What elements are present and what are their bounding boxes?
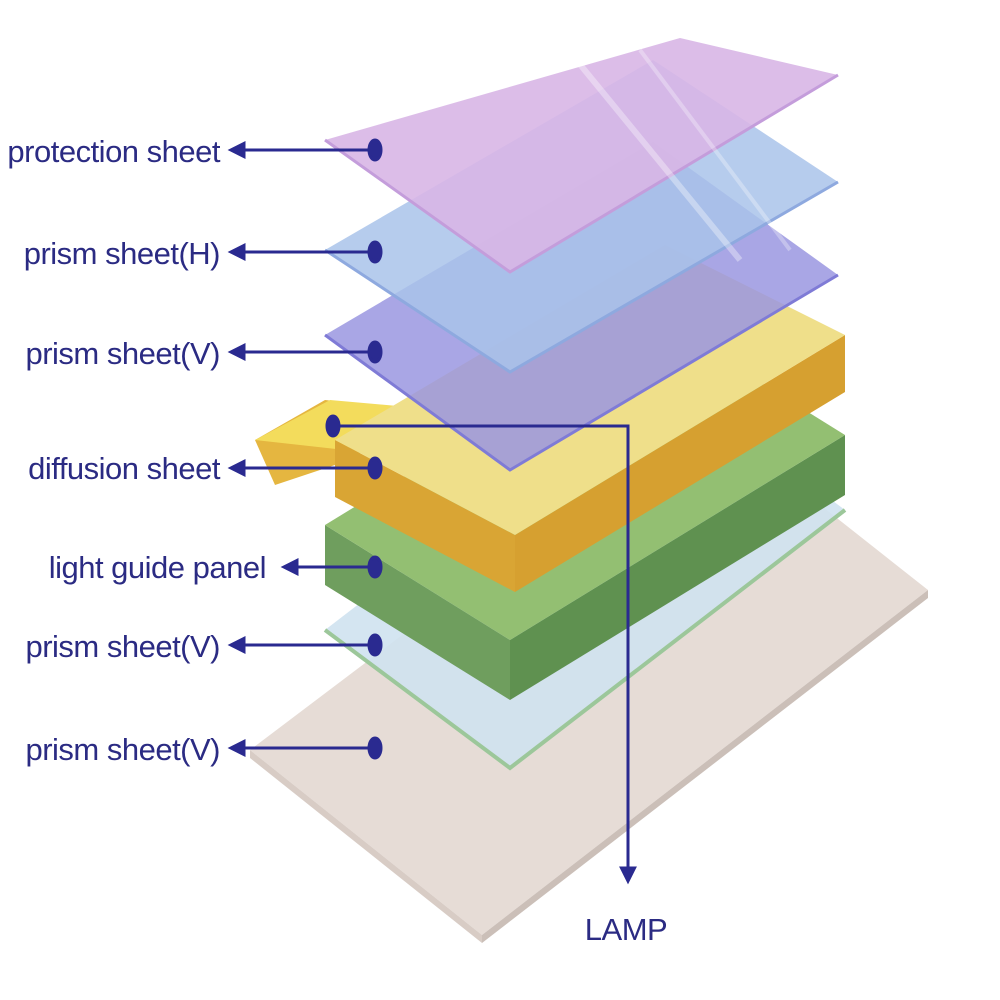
- leader-lamp: [333, 424, 637, 885]
- label-lamp: LAMP: [585, 912, 667, 947]
- label-prism-sheet-v-top: prism sheet(V): [25, 336, 220, 371]
- label-prism-sheet-v-middle: prism sheet(V): [25, 629, 220, 664]
- label-prism-sheet-h: prism sheet(H): [24, 236, 220, 271]
- leader-lines: [227, 138, 637, 885]
- label-light-guide-panel: light guide panel: [49, 550, 266, 585]
- label-protection-sheet: protection sheet: [7, 134, 220, 169]
- label-prism-sheet-v-bottom: prism sheet(V): [25, 732, 220, 767]
- protection-sheet-layer: [324, 38, 839, 274]
- label-diffusion-sheet: diffusion sheet: [28, 451, 221, 486]
